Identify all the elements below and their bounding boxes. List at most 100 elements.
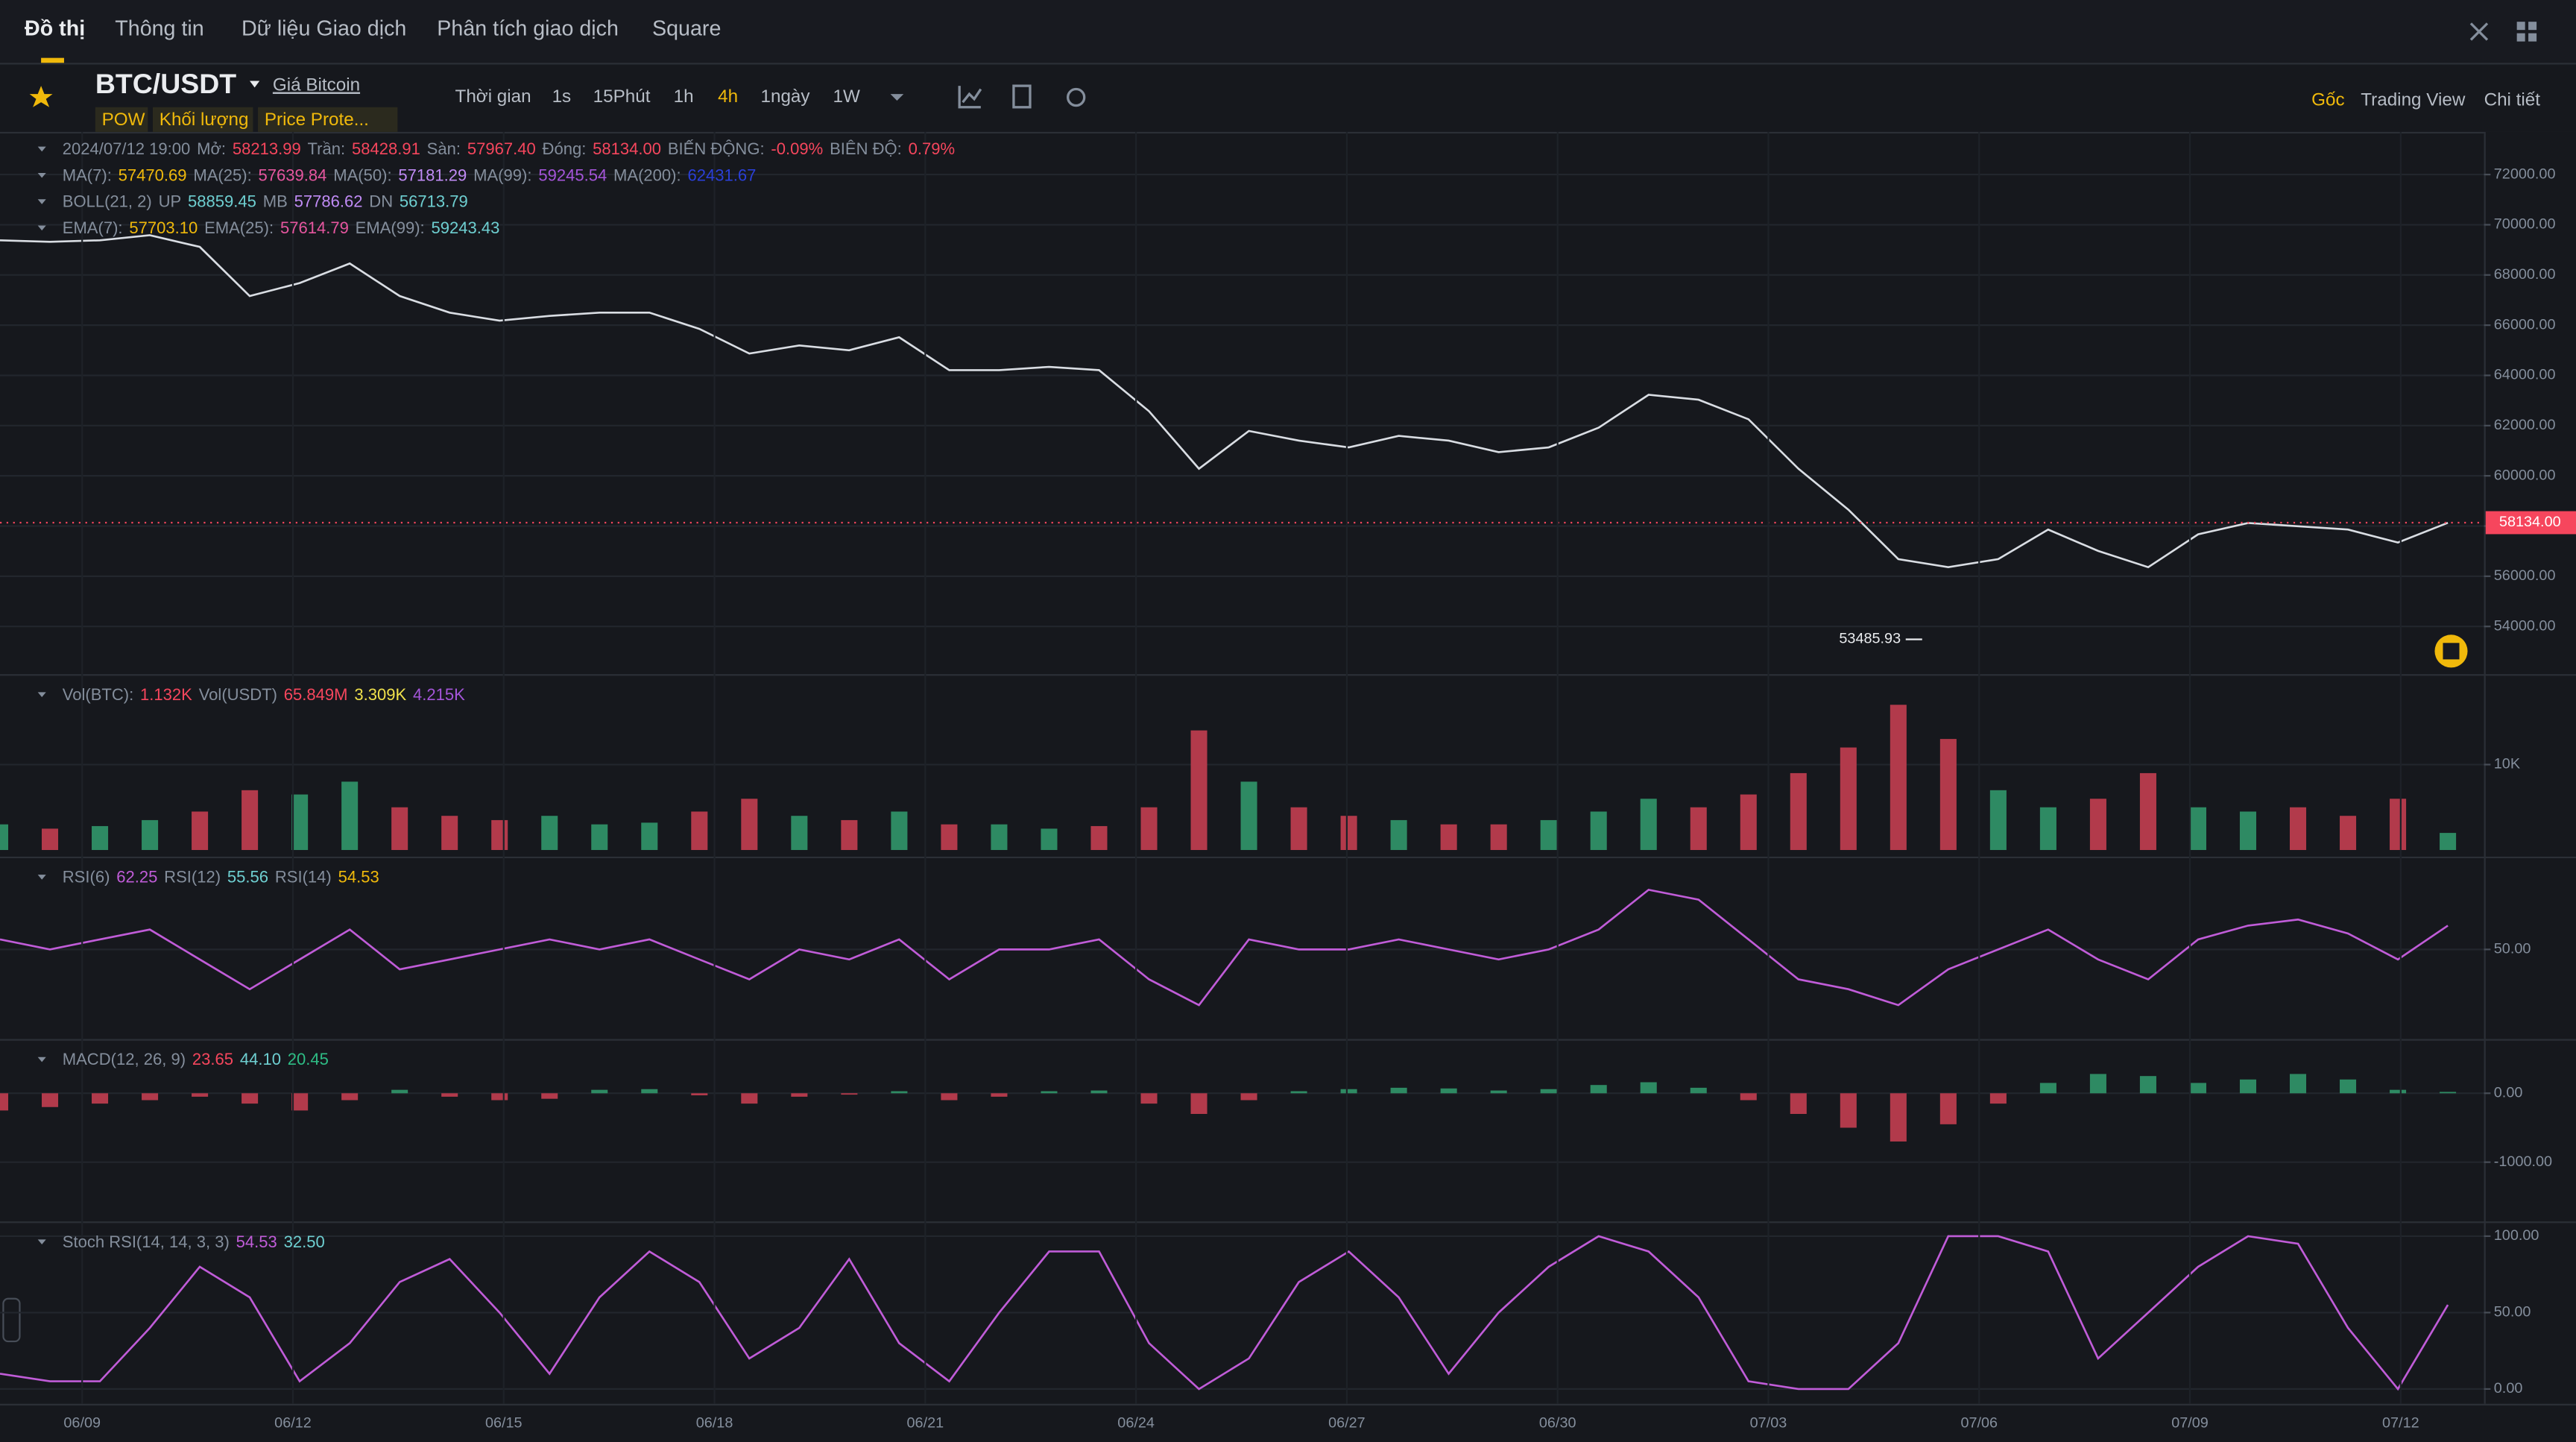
tab[interactable]: Dữ liệu Giao dịch — [242, 17, 406, 41]
legend-toggle[interactable] — [37, 146, 46, 152]
legend-toggle[interactable] — [37, 172, 46, 178]
legend-row: MACD(12, 26, 9) 23.65 44.10 20.45 — [63, 1050, 329, 1068]
settings-icon[interactable] — [1066, 87, 1086, 107]
legend-item: BOLL(21, 2) — [63, 192, 152, 210]
y-tick-label: 50.00 — [2494, 941, 2531, 957]
legend-item: MA(99): — [473, 166, 531, 184]
interval[interactable]: 1ngày — [760, 86, 810, 107]
price-axis — [2484, 131, 2576, 1442]
legend-item: 32.50 — [284, 1232, 325, 1251]
view-option[interactable]: Gốc — [2311, 89, 2344, 110]
bar — [1490, 1090, 1507, 1094]
tag-box — [152, 107, 253, 132]
bar — [991, 824, 1008, 851]
bar — [1090, 1090, 1108, 1094]
legend-toggle[interactable] — [37, 199, 46, 204]
tab[interactable]: Thông tin — [115, 17, 203, 41]
interval[interactable]: 1h — [674, 86, 694, 107]
symbol[interactable]: BTC/USDT — [95, 68, 236, 99]
bar — [2039, 807, 2056, 851]
tag[interactable]: Price Prote... — [265, 110, 369, 130]
legend-item: BIÊN ĐỘ: — [830, 139, 902, 158]
interval[interactable]: 15Phút — [593, 86, 651, 107]
bar — [391, 807, 408, 851]
y-tick-label: 10K — [2494, 756, 2520, 772]
template-icon[interactable] — [1012, 84, 1032, 109]
favorite-star[interactable] — [29, 86, 53, 107]
bar — [441, 1093, 458, 1097]
view-option[interactable]: Chi tiết — [2484, 89, 2541, 110]
legend-item: 4.215K — [413, 685, 465, 704]
bar — [791, 1093, 808, 1097]
legend-toggle[interactable] — [37, 1057, 46, 1062]
legend-item: 57703.10 — [129, 218, 198, 237]
bar — [991, 1093, 1008, 1097]
bar — [1989, 790, 2007, 851]
bar — [2440, 833, 2457, 851]
tag[interactable]: POW — [102, 110, 145, 130]
bar — [1340, 1089, 1357, 1094]
interval-dropdown[interactable] — [890, 94, 904, 101]
low-label: 53485.93 — [1839, 631, 1901, 647]
bar — [1890, 705, 1907, 851]
collapse-icon[interactable] — [2469, 22, 2489, 41]
bar — [891, 811, 908, 851]
bar — [741, 1093, 758, 1104]
x-tick-label: 06/09 — [63, 1414, 101, 1431]
bar — [1390, 1087, 1407, 1094]
legend-toggle[interactable] — [37, 692, 46, 698]
y-tick-label: 0.00 — [2494, 1380, 2523, 1397]
legend-item: 20.45 — [288, 1050, 329, 1068]
bar — [291, 794, 309, 851]
layout-icon[interactable] — [2516, 22, 2525, 31]
legend-item: Vol(BTC): — [63, 685, 133, 704]
bar — [291, 1093, 309, 1111]
x-tick-label: 07/03 — [1750, 1414, 1787, 1431]
tab[interactable]: Phân tích giao dịch — [437, 17, 619, 41]
legend-item: EMA(99): — [356, 218, 425, 237]
x-tick-label: 06/27 — [1328, 1414, 1366, 1431]
y-tick-label: 64000.00 — [2494, 367, 2556, 383]
bar — [1440, 824, 1457, 851]
interval[interactable]: 1W — [833, 86, 859, 107]
y-tick-label: 0.00 — [2494, 1085, 2523, 1101]
bar — [142, 819, 159, 851]
legend-item: 3.309K — [354, 685, 406, 704]
bar — [2039, 1083, 2056, 1094]
symbol-dropdown[interactable] — [250, 81, 260, 88]
symbol-link[interactable]: Giá Bitcoin — [273, 75, 360, 95]
x-tick-label: 06/21 — [907, 1414, 944, 1431]
legend-item: 57470.69 — [119, 166, 187, 184]
x-tick-label: 07/06 — [1960, 1414, 1998, 1431]
legend-item: 58134.00 — [593, 139, 661, 158]
legend-toggle[interactable] — [37, 225, 46, 231]
interval[interactable]: 1s — [552, 86, 572, 107]
bar — [1041, 1091, 1058, 1094]
legend-toggle[interactable] — [37, 1239, 46, 1244]
side-toggle[interactable] — [2, 1297, 21, 1343]
indicator-icon[interactable] — [958, 86, 982, 109]
legend-row: EMA(7): 57703.10 EMA(25): 57614.79 EMA(99): 5… — [63, 218, 500, 237]
bar — [42, 828, 59, 851]
legend-row: MA(7): 57470.69 MA(25): 57639.84 MA(50): 5718… — [63, 166, 757, 184]
bar — [1140, 807, 1158, 851]
legend-item: MA(200): — [613, 166, 681, 184]
bar — [841, 819, 858, 851]
bar — [1390, 819, 1407, 851]
legend-item: Stoch RSI(14, 14, 3, 3) — [63, 1232, 230, 1251]
legend-item: 0.79% — [909, 139, 955, 158]
bar — [1340, 816, 1357, 851]
legend-row: Vol(BTC): 1.132K Vol(USDT) 65.849M 3.309K 4.2… — [63, 685, 465, 704]
bar — [1041, 828, 1058, 851]
bar — [1590, 1085, 1607, 1094]
tag[interactable]: Khối lượng — [160, 110, 249, 130]
bar — [1790, 1093, 1807, 1114]
view-option[interactable]: Trading View — [2361, 89, 2466, 110]
legend-toggle[interactable] — [37, 875, 46, 880]
tab[interactable]: Square — [652, 17, 721, 41]
interval[interactable]: 4h — [718, 86, 738, 107]
bar — [1240, 1093, 1257, 1101]
bar — [0, 824, 9, 851]
tab[interactable]: Đồ thị — [25, 17, 85, 41]
bar — [242, 790, 259, 851]
